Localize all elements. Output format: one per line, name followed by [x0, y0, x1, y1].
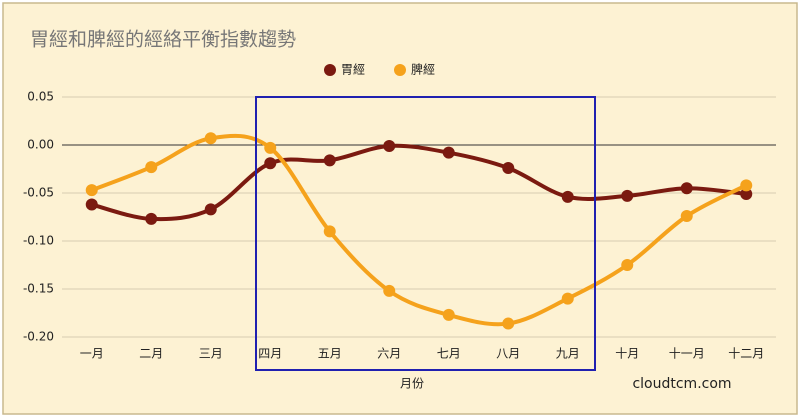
- data-point: [204, 203, 217, 216]
- highlight-box: [255, 96, 596, 371]
- data-point: [264, 141, 277, 154]
- watermark: cloudtcm.com: [632, 376, 731, 392]
- x-tick-label: 三月: [199, 347, 223, 361]
- data-point: [85, 198, 98, 211]
- data-point: [502, 317, 515, 330]
- data-point: [740, 187, 753, 200]
- y-tick-label: -0.10: [23, 234, 54, 248]
- data-point: [621, 259, 634, 271]
- x-tick-label: 二月: [139, 347, 163, 361]
- data-point: [383, 284, 396, 297]
- data-point: [561, 292, 574, 305]
- data-point: [442, 308, 455, 321]
- data-point: [383, 139, 396, 152]
- x-tick-label: 十一月: [669, 347, 705, 361]
- x-tick-label: 七月: [437, 347, 461, 361]
- y-tick-label: 0.00: [27, 138, 54, 152]
- data-point: [621, 189, 634, 202]
- data-point: [740, 179, 753, 192]
- y-tick-label: -0.15: [23, 282, 54, 296]
- x-tick-label: 六月: [377, 347, 401, 361]
- y-tick-label: 0.05: [27, 90, 54, 104]
- legend-marker: [394, 64, 406, 76]
- x-tick-label: 十二月: [728, 347, 764, 361]
- x-tick-label: 十月: [615, 347, 639, 361]
- data-point: [680, 182, 693, 195]
- y-tick-label: -0.05: [23, 186, 54, 200]
- data-point: [85, 184, 98, 197]
- data-point: [442, 146, 455, 159]
- data-point: [145, 161, 158, 174]
- plot-area: [85, 132, 753, 330]
- x-axis-label: 月份: [400, 377, 424, 391]
- data-point: [502, 162, 515, 175]
- legend: 胃經 脾經: [324, 62, 435, 77]
- data-point: [145, 212, 158, 225]
- chart-title: 胃經和脾經的經絡平衡指數趨勢: [30, 29, 296, 51]
- legend-label: 胃經: [341, 63, 365, 77]
- data-point: [264, 157, 277, 170]
- data-point: [323, 154, 336, 167]
- x-tick-label: 九月: [556, 347, 580, 361]
- x-tick-label: 五月: [318, 347, 342, 361]
- y-tick-label: -0.20: [23, 330, 54, 344]
- legend-marker: [324, 64, 336, 76]
- data-point: [204, 132, 217, 145]
- legend-label: 脾經: [411, 62, 435, 77]
- x-tick-label: 八月: [496, 347, 520, 361]
- data-point: [323, 225, 336, 238]
- data-point: [680, 210, 693, 223]
- x-tick-label: 一月: [80, 347, 104, 361]
- x-tick-label: 四月: [258, 347, 282, 361]
- data-point: [561, 190, 574, 203]
